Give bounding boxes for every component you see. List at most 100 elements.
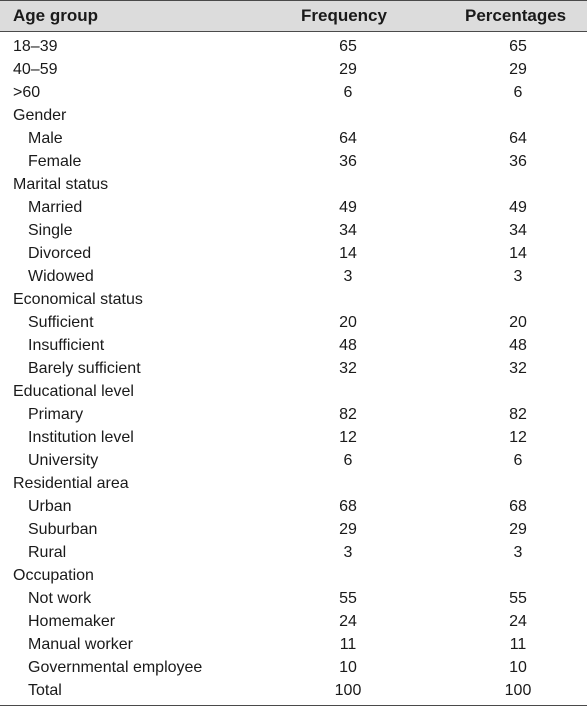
row-frequency: 34	[339, 222, 357, 239]
row-frequency: 100	[334, 682, 362, 699]
table-row: Widowed 3 3	[0, 265, 587, 288]
row-percentage: 3	[513, 544, 523, 561]
table-body: 18–39 65 65 40–59 29 29 >60 6 6 Gender Male 64 64 Fem…	[0, 35, 587, 702]
row-frequency: 3	[343, 544, 353, 561]
row-percentage: 6	[513, 84, 523, 101]
row-frequency: 29	[339, 61, 357, 78]
row-label: University	[28, 452, 99, 469]
row-frequency: 24	[339, 613, 357, 630]
row-label: >60	[13, 84, 41, 101]
header-frequency: Frequency	[301, 6, 387, 25]
header-percentages: Percentages	[465, 6, 567, 25]
row-label: Widowed	[28, 268, 94, 285]
row-percentage: 64	[509, 130, 527, 147]
row-label: 18–39	[13, 38, 58, 55]
row-frequency: 29	[339, 521, 357, 538]
row-percentage: 34	[509, 222, 527, 239]
row-label: Gender	[13, 107, 67, 124]
row-frequency: 10	[339, 659, 357, 676]
table-row: 18–39 65 65	[0, 35, 587, 58]
row-frequency: 48	[339, 337, 357, 354]
row-label: Male	[28, 130, 63, 147]
row-frequency: 6	[343, 452, 353, 469]
table-row: Male 64 64	[0, 127, 587, 150]
row-frequency: 32	[339, 360, 357, 377]
row-frequency: 3	[343, 268, 353, 285]
row-percentage: 49	[509, 199, 527, 216]
row-label: Barely sufficient	[28, 360, 141, 377]
row-label: Occupation	[13, 567, 94, 584]
row-percentage: 65	[509, 38, 527, 55]
table-row: Total 100 100	[0, 679, 587, 702]
table-row: >60 6 6	[0, 81, 587, 104]
row-label: Educational level	[13, 383, 134, 400]
header-age-group: Age group	[13, 6, 98, 25]
row-frequency: 36	[339, 153, 357, 170]
row-frequency: 49	[339, 199, 357, 216]
row-label: Sufficient	[28, 314, 94, 331]
table-row: University 6 6	[0, 449, 587, 472]
table-bottom-rule	[0, 705, 587, 706]
table-row: Divorced 14 14	[0, 242, 587, 265]
table-row: Manual worker 11 11	[0, 633, 587, 656]
row-percentage: 10	[509, 659, 527, 676]
table-row: Gender	[0, 104, 587, 127]
row-percentage: 24	[509, 613, 527, 630]
row-percentage: 55	[509, 590, 527, 607]
row-label: Homemaker	[28, 613, 116, 630]
row-percentage: 11	[509, 636, 527, 653]
table-row: Governmental employee 10 10	[0, 656, 587, 679]
row-frequency: 65	[339, 38, 357, 55]
table-row: Homemaker 24 24	[0, 610, 587, 633]
row-percentage: 6	[513, 452, 523, 469]
table-row: Single 34 34	[0, 219, 587, 242]
row-label: Marital status	[13, 176, 109, 193]
row-percentage: 12	[509, 429, 527, 446]
table-row: Educational level	[0, 380, 587, 403]
row-percentage: 14	[509, 245, 527, 262]
row-label: Total	[28, 682, 62, 699]
row-frequency: 64	[339, 130, 357, 147]
row-label: Insufficient	[28, 337, 105, 354]
table-row: Urban 68 68	[0, 495, 587, 518]
table-row: Institution level 12 12	[0, 426, 587, 449]
row-label: Single	[28, 222, 73, 239]
row-percentage: 36	[509, 153, 527, 170]
row-label: Married	[28, 199, 83, 216]
row-percentage: 32	[509, 360, 527, 377]
row-label: Residential area	[13, 475, 129, 492]
row-frequency: 6	[343, 84, 353, 101]
table-row: Suburban 29 29	[0, 518, 587, 541]
row-label: 40–59	[13, 61, 58, 78]
row-label: Suburban	[28, 521, 98, 538]
table-row: Not work 55 55	[0, 587, 587, 610]
row-frequency: 82	[339, 406, 357, 423]
row-frequency: 20	[339, 314, 357, 331]
row-frequency: 55	[339, 590, 357, 607]
table-row: Residential area	[0, 472, 587, 495]
row-percentage: 48	[509, 337, 527, 354]
row-label: Urban	[28, 498, 72, 515]
row-percentage: 20	[509, 314, 527, 331]
table-row: 40–59 29 29	[0, 58, 587, 81]
table-row: Occupation	[0, 564, 587, 587]
table-row: Rural 3 3	[0, 541, 587, 564]
table-row: Married 49 49	[0, 196, 587, 219]
table-row: Primary 82 82	[0, 403, 587, 426]
row-frequency: 14	[339, 245, 357, 262]
table-row: Economical status	[0, 288, 587, 311]
row-percentage: 3	[513, 268, 523, 285]
row-frequency: 11	[339, 636, 357, 653]
row-percentage: 29	[509, 61, 527, 78]
table-row: Sufficient 20 20	[0, 311, 587, 334]
table-row: Female 36 36	[0, 150, 587, 173]
row-percentage: 82	[509, 406, 527, 423]
row-label: Female	[28, 153, 82, 170]
row-label: Not work	[28, 590, 92, 607]
row-label: Rural	[28, 544, 67, 561]
table-row: Marital status	[0, 173, 587, 196]
row-label: Governmental employee	[28, 659, 203, 676]
table-row: Barely sufficient 32 32	[0, 357, 587, 380]
row-frequency: 12	[339, 429, 357, 446]
